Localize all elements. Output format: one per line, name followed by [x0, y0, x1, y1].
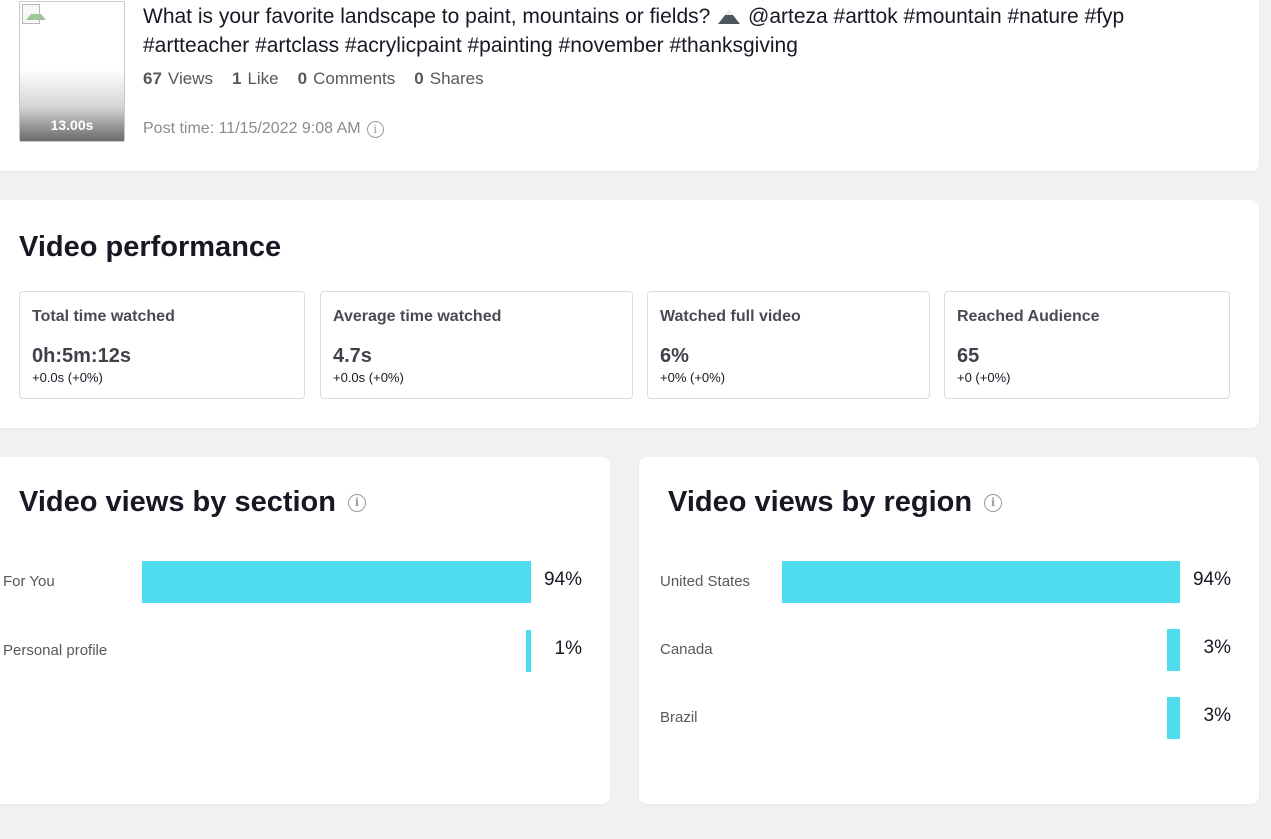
- bar-row: United States 94%: [639, 561, 1259, 603]
- views-by-section-card: Video views by section i For You 94% Perso…: [0, 457, 610, 804]
- video-duration: 13.00s: [50, 117, 94, 133]
- bar-label: Personal profile: [3, 642, 108, 659]
- bar-row: Brazil 3%: [639, 697, 1259, 739]
- stat-shares: 0 Shares: [414, 69, 484, 88]
- info-icon[interactable]: i: [347, 493, 366, 512]
- bar-track: [782, 629, 1180, 671]
- bar-label: Brazil: [660, 709, 698, 726]
- metric-delta: +0 (+0%): [957, 370, 1011, 385]
- post-summary-card: 13.00s What is your favorite landscape t…: [0, 0, 1259, 171]
- metric-average-time-watched: Average time watched 4.7s +0.0s (+0%): [320, 291, 633, 399]
- caption-tags: @arteza #arttok #mountain #nature #fyp #…: [143, 5, 1125, 57]
- metric-label: Total time watched: [32, 308, 175, 325]
- metric-watched-full-video: Watched full video 6% +0% (+0%): [647, 291, 930, 399]
- metric-delta: +0.0s (+0%): [32, 370, 103, 385]
- performance-title: Video performance: [19, 231, 282, 263]
- metric-value: 4.7s: [333, 345, 372, 367]
- bar-fill[interactable]: [1167, 629, 1180, 671]
- metric-label: Reached Audience: [957, 308, 1100, 325]
- bar-value-label: 3%: [1203, 637, 1231, 658]
- bar-label: Canada: [660, 641, 713, 658]
- caption-text: What is your favorite landscape to paint…: [143, 5, 711, 28]
- info-icon[interactable]: i: [366, 120, 384, 138]
- bar-fill[interactable]: [142, 561, 531, 603]
- video-caption: What is your favorite landscape to paint…: [143, 2, 1183, 60]
- bar-value-label: 94%: [543, 569, 582, 590]
- region-chart-title: Video views by region i: [668, 486, 1003, 519]
- section-chart-title-text: Video views by section: [19, 486, 336, 518]
- metric-delta: +0.0s (+0%): [333, 370, 404, 385]
- broken-image-icon: [22, 4, 46, 24]
- metric-label: Watched full video: [660, 308, 801, 325]
- bar-track: [782, 697, 1180, 739]
- bar-value-label: 1%: [554, 638, 582, 659]
- metric-label: Average time watched: [333, 308, 502, 325]
- stat-views: 67 Views: [143, 69, 213, 88]
- mountain-emoji-icon: [718, 10, 741, 24]
- stat-comments: 0 Comments: [297, 69, 396, 88]
- bar-fill[interactable]: [1167, 697, 1180, 739]
- metric-total-time-watched: Total time watched 0h:5m:12s +0.0s (+0%): [19, 291, 305, 399]
- bar-row: Personal profile 1%: [0, 630, 610, 672]
- bar-row: Canada 3%: [639, 629, 1259, 671]
- bar-fill[interactable]: [782, 561, 1180, 603]
- bar-value-label: 3%: [1203, 705, 1231, 726]
- section-chart-title: Video views by section i: [19, 486, 366, 519]
- stat-likes: 1 Like: [231, 69, 279, 88]
- bar-label: United States: [660, 573, 751, 590]
- bar-fill[interactable]: [526, 630, 531, 672]
- metric-delta: +0% (+0%): [660, 370, 726, 385]
- region-chart-title-text: Video views by region: [668, 486, 973, 518]
- metric-value: 65: [957, 345, 980, 367]
- bar-row: For You 94%: [0, 561, 610, 603]
- info-icon[interactable]: i: [984, 493, 1003, 512]
- video-performance-card: Video performance Total time watched 0h:…: [0, 200, 1259, 428]
- bar-label: For You: [3, 573, 55, 590]
- metric-value: 6%: [660, 345, 689, 367]
- bar-track: [782, 561, 1180, 603]
- metric-value: 0h:5m:12s: [32, 345, 131, 367]
- video-thumbnail[interactable]: 13.00s: [19, 1, 125, 142]
- engagement-stats: 67 Views 1 Like 0 Comments 0 Shares: [143, 69, 484, 89]
- section-title: Video performance: [19, 231, 281, 264]
- bar-value-label: 94%: [1192, 569, 1231, 590]
- views-by-region-card: Video views by region i United States 94%…: [639, 457, 1259, 804]
- post-time-text: Post time: 11/15/2022 9:08 AM: [143, 120, 361, 137]
- bar-track: [142, 630, 531, 672]
- post-time: Post time: 11/15/2022 9:08 AM i: [143, 120, 384, 138]
- bar-track: [142, 561, 531, 603]
- metric-reached-audience: Reached Audience 65 +0 (+0%): [944, 291, 1230, 399]
